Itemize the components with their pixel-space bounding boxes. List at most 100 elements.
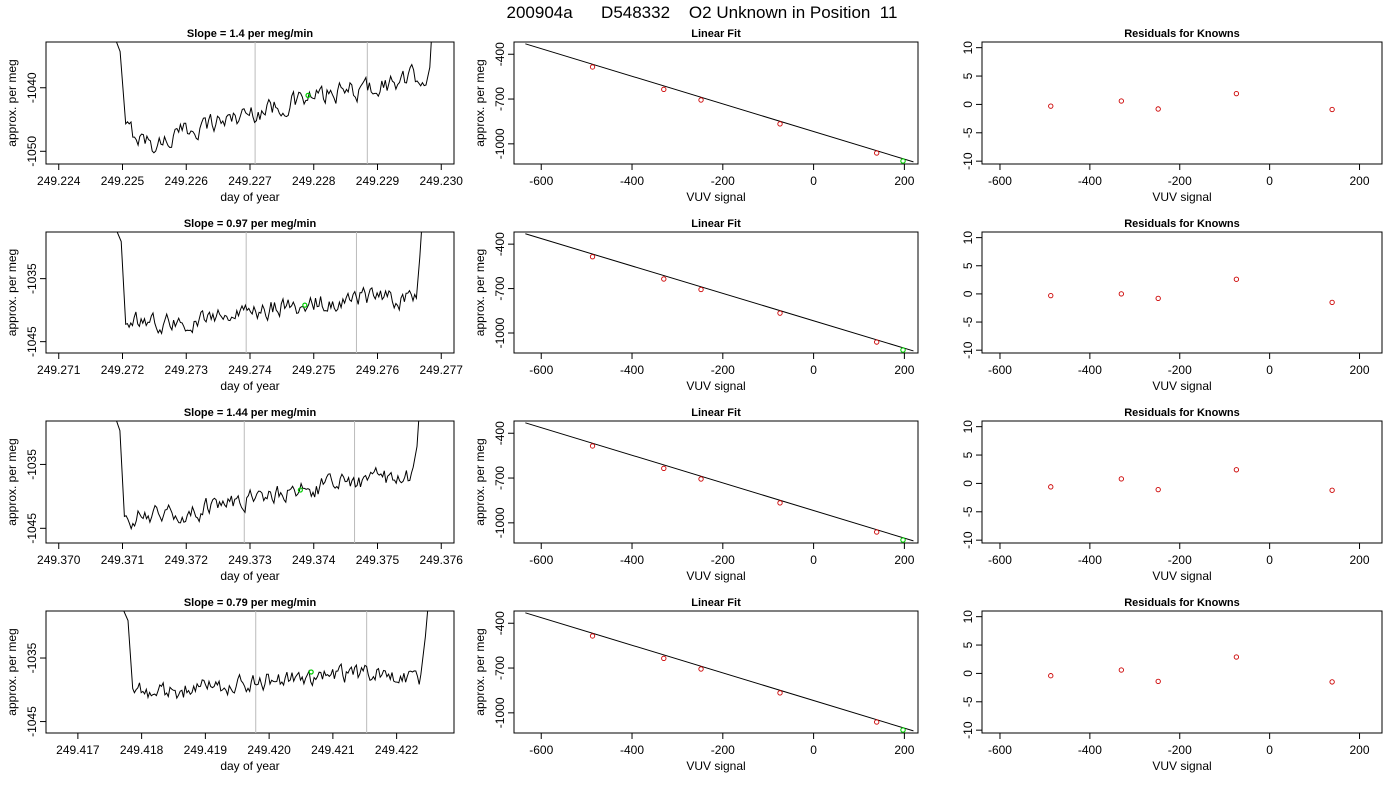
residual-point: [1329, 487, 1335, 493]
unknown-point: [900, 158, 906, 164]
y-tick-label: -1000: [493, 128, 507, 159]
known-point: [874, 529, 880, 535]
panel-title: Linear Fit: [691, 407, 741, 419]
plot-frame: [981, 610, 1383, 734]
residual-point: [1233, 276, 1240, 282]
x-tick-label: -600: [988, 743, 1012, 757]
y-tick-label: 10: [961, 231, 975, 245]
y-axis-label: approx. per meg: [5, 438, 19, 525]
x-tick-label: 249.421: [311, 743, 355, 757]
x-axis-label: VUV signal: [1152, 190, 1211, 204]
x-tick-label: -200: [711, 553, 735, 567]
x-tick-label: 249.225: [101, 174, 145, 188]
plot-area: [525, 422, 914, 543]
y-axis-label: approx. per meg: [473, 438, 487, 525]
trace-line: [116, 232, 422, 335]
known-point: [698, 476, 704, 482]
known-point: [589, 64, 596, 70]
panel-2-2: Linear Fit -600 -400 -200 0 200 -400 -700 -1000 V…: [473, 218, 919, 393]
y-tick-label: -700: [493, 276, 507, 300]
x-tick-label: -400: [620, 174, 644, 188]
plot-area: [525, 43, 914, 164]
y-tick-label: -1000: [493, 317, 507, 348]
y-tick-label: 10: [961, 41, 975, 55]
plot-area: [1048, 276, 1335, 305]
x-tick-label: 249.417: [56, 743, 100, 757]
y-tick-label: -1000: [493, 507, 507, 538]
x-tick-label: 249.230: [420, 174, 464, 188]
x-tick-label: 249.376: [420, 553, 464, 567]
residual-point: [1048, 103, 1054, 109]
residual-point: [1118, 476, 1124, 482]
x-tick-label: 200: [894, 743, 914, 757]
x-tick-label: -200: [711, 743, 735, 757]
trace-line: [123, 611, 429, 700]
x-tick-label: -400: [620, 553, 644, 567]
residual-point: [1233, 467, 1240, 473]
x-tick-label: 0: [1266, 553, 1273, 567]
unknown-point: [308, 669, 314, 675]
x-tick-label: 249.277: [420, 363, 464, 377]
residual-point: [1118, 291, 1124, 297]
known-point: [698, 97, 704, 103]
x-tick-label: 249.422: [375, 743, 419, 757]
panel-title: Linear Fit: [691, 218, 741, 230]
y-tick-label: -1035: [25, 642, 39, 673]
known-point: [777, 310, 783, 316]
x-tick-label: 249.373: [228, 553, 272, 567]
known-point: [777, 121, 783, 127]
fit-line: [525, 43, 914, 163]
y-axis-label: approx. per meg: [5, 249, 19, 336]
x-tick-label: -200: [1168, 363, 1192, 377]
y-tick-label: -400: [493, 42, 507, 66]
y-tick-label: 5: [961, 641, 975, 648]
plot-area: [115, 42, 432, 164]
x-tick-label: -400: [1078, 363, 1102, 377]
x-tick-label: 0: [810, 174, 817, 188]
residual-point: [1048, 484, 1054, 490]
known-point: [661, 276, 667, 282]
trace-line: [115, 42, 432, 154]
panel-title: Residuals for Knowns: [1124, 28, 1240, 40]
y-tick-label: -10: [961, 152, 975, 170]
x-tick-label: 249.418: [120, 743, 164, 757]
residual-point: [1155, 487, 1161, 493]
figure-title: 200904a D548332 O2 Unknown in Position 1…: [507, 3, 898, 22]
known-point: [874, 339, 880, 345]
y-tick-label: 5: [961, 451, 975, 458]
y-tick-label: 0: [961, 290, 975, 297]
x-tick-label: -600: [988, 553, 1012, 567]
y-tick-label: -1050: [25, 136, 39, 167]
plot-frame: [981, 41, 1383, 165]
panel-title: Residuals for Knowns: [1124, 218, 1240, 230]
y-tick-label: 10: [961, 610, 975, 624]
residual-point: [1155, 295, 1161, 302]
panel-4-3: Residuals for Knowns -600 -400 -200 0 200 -10 -…: [961, 597, 1383, 773]
y-tick-label: 10: [961, 420, 975, 434]
y-axis-label: approx. per meg: [5, 628, 19, 715]
panel-3-1: Slope = 1.44 per meg/min 249.370 249.371 24…: [5, 407, 463, 583]
x-tick-label: -400: [1078, 174, 1102, 188]
known-point: [661, 465, 667, 471]
plot-area: [116, 232, 422, 353]
unknown-point: [297, 487, 303, 493]
residual-point: [1329, 106, 1335, 113]
x-tick-label: -200: [711, 363, 735, 377]
x-tick-label: 200: [1350, 743, 1370, 757]
y-tick-label: -10: [961, 341, 975, 359]
x-tick-label: 249.374: [292, 553, 336, 567]
x-tick-label: 0: [810, 553, 817, 567]
x-tick-label: -400: [620, 743, 644, 757]
x-tick-label: 249.227: [228, 174, 272, 188]
x-axis-label: VUV signal: [1152, 759, 1211, 773]
x-tick-label: 0: [1266, 743, 1273, 757]
known-point: [777, 690, 783, 696]
plot-area: [1048, 467, 1335, 493]
x-tick-label: 249.226: [165, 174, 209, 188]
y-axis-label: approx. per meg: [473, 249, 487, 336]
x-tick-label: 200: [1350, 174, 1370, 188]
panel-title: Residuals for Knowns: [1124, 407, 1240, 419]
y-tick-label: -700: [493, 466, 507, 490]
panel-title: Slope = 1.4 per meg/min: [187, 28, 314, 40]
y-tick-label: -1045: [25, 326, 39, 357]
